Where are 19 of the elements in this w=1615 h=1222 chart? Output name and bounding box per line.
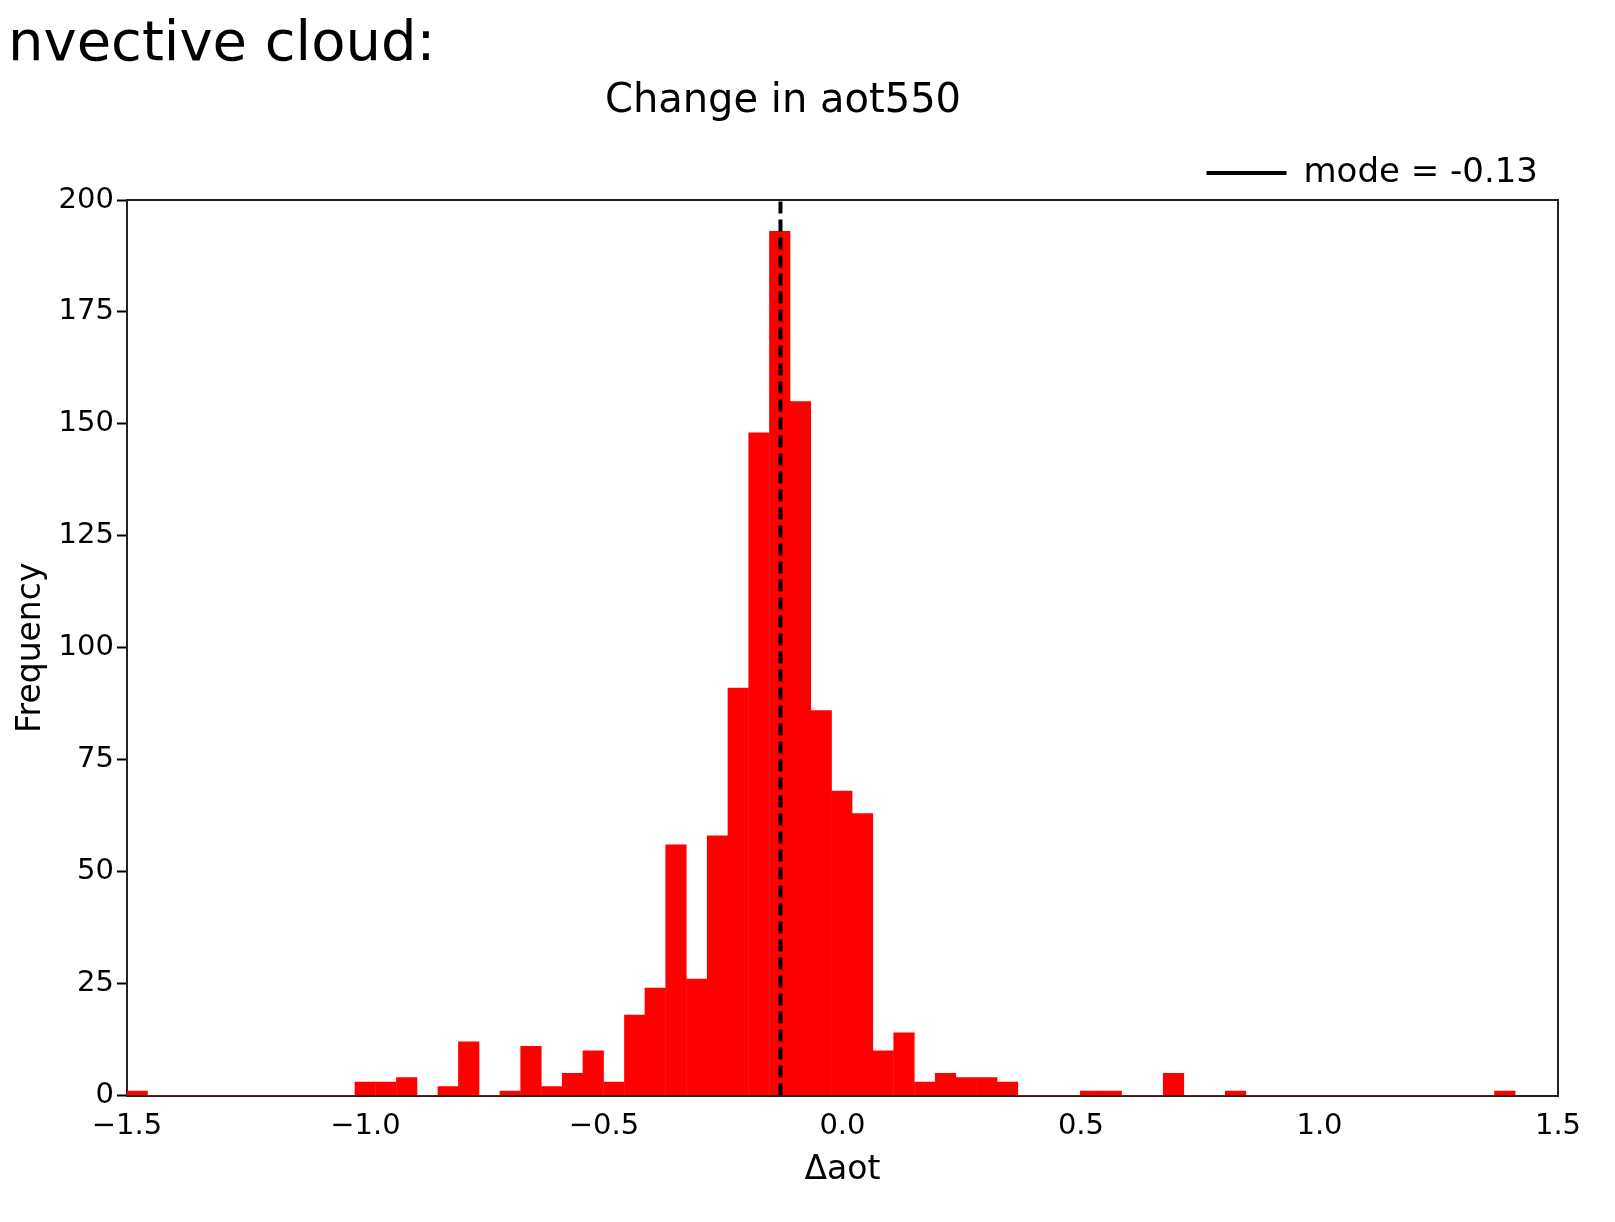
y-tick-label: 175 <box>58 292 114 327</box>
y-tick-label: 50 <box>77 852 114 887</box>
x-tick-label: −0.5 <box>568 1106 640 1141</box>
x-tick-label: −1.0 <box>330 1106 401 1141</box>
text: nvective cloud: <box>8 8 437 74</box>
y-tick-label: 75 <box>77 740 114 775</box>
x-tick-label: 1.5 <box>1534 1106 1582 1141</box>
y-tick-label: 200 <box>58 180 114 215</box>
x-tick-label: 0.0 <box>819 1106 866 1141</box>
x-tick-label: 0.5 <box>1057 1106 1105 1141</box>
legend-label: mode = -0.13 <box>1303 149 1538 190</box>
x-tick-label: 1.0 <box>1296 1106 1343 1141</box>
y-tick-label: 125 <box>58 516 114 551</box>
y-tick-label: 100 <box>58 628 114 663</box>
x-axis-title: Δaot <box>804 1147 881 1187</box>
y-tick-label: 150 <box>58 404 114 439</box>
y-tick-label: 25 <box>77 964 114 999</box>
y-axis-title: Frequency <box>9 562 49 734</box>
chart-title: Change in aot550 <box>604 75 962 122</box>
